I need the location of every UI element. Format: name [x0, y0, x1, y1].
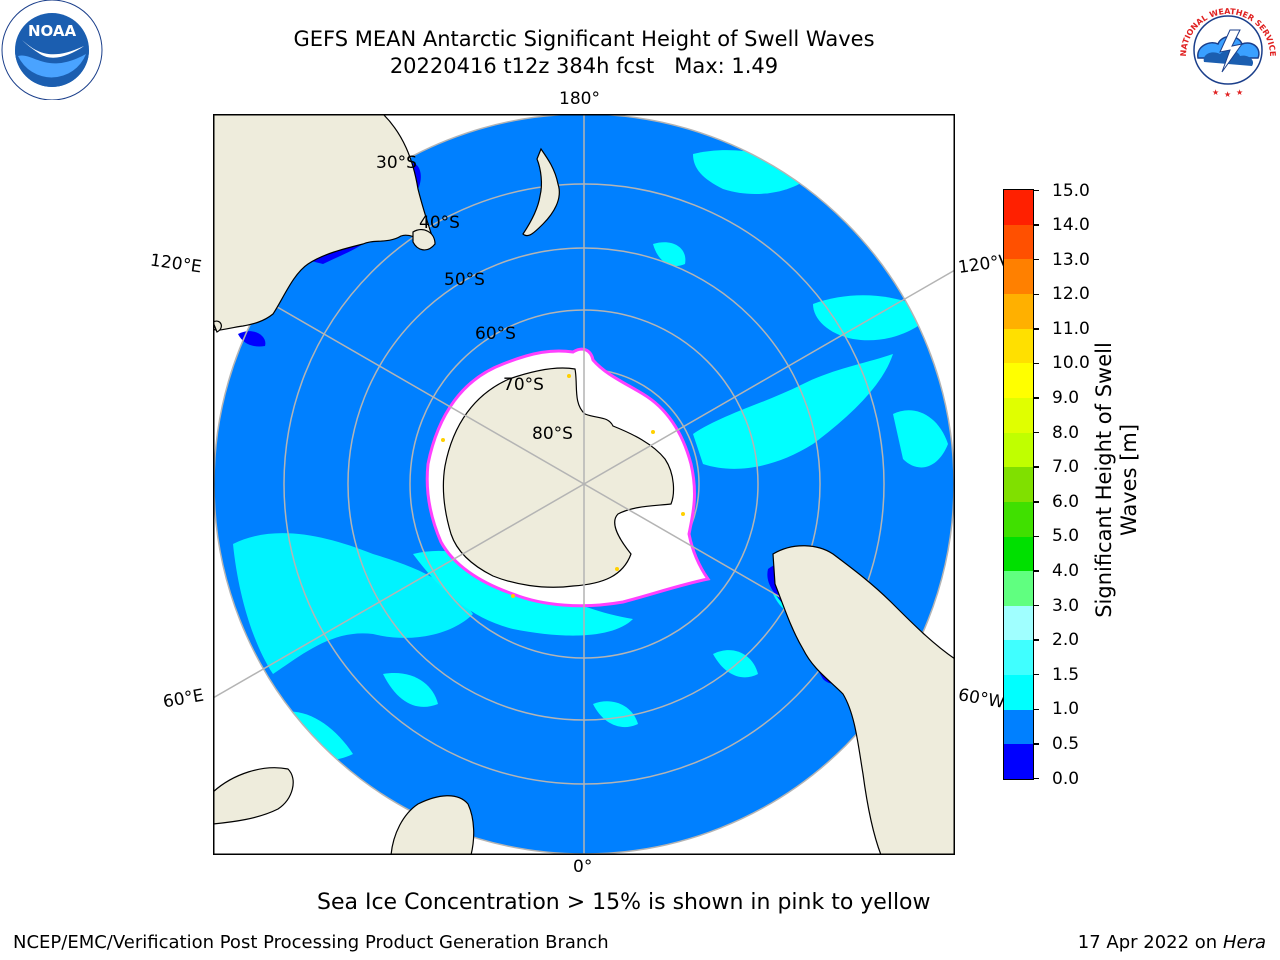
colorbar-tick-mark — [1034, 501, 1039, 503]
svg-text:★: ★ — [1236, 88, 1243, 97]
colorbar-cell — [1004, 294, 1033, 329]
colorbar-cell — [1004, 363, 1033, 398]
colorbar-tick-label: 12.0 — [1052, 284, 1090, 305]
colorbar-tick-label: 9.0 — [1052, 388, 1080, 409]
colorbar-label-line2: Waves [m] — [1117, 423, 1141, 537]
colorbar-tick-mark — [1034, 431, 1039, 434]
machine-name: Hera — [1222, 932, 1266, 953]
colorbar-cell — [1004, 536, 1033, 572]
colorbar-cell — [1004, 432, 1033, 468]
colorbar-tick-mark — [1034, 328, 1039, 330]
nws-logo: NATIONAL WEATHER SERVICE ★ ★ ★ — [1176, 0, 1280, 100]
colorbar-cell — [1004, 640, 1033, 676]
colorbar-cell — [1004, 190, 1033, 225]
colorbar-tick-mark — [1034, 570, 1039, 572]
run-date-text: 17 Apr 2022 on — [1077, 932, 1223, 953]
colorbar-tick-label: 11.0 — [1052, 318, 1090, 339]
colorbar-tick-label: 0.5 — [1052, 733, 1080, 754]
colorbar-tick-label: 1.5 — [1052, 664, 1080, 685]
lon-label-0: 0° — [573, 857, 593, 877]
colorbar-tick-label: 3.0 — [1052, 595, 1080, 616]
colorbar-cell — [1004, 501, 1033, 537]
colorbar-tick-label: 6.0 — [1052, 491, 1080, 512]
lat-label-60s: 60°S — [475, 324, 516, 344]
lon-label-60e: 60°E — [161, 685, 206, 713]
polar-map — [213, 114, 955, 855]
colorbar-tick-mark — [1034, 639, 1039, 641]
colorbar-tick-label: 0.0 — [1052, 768, 1080, 789]
colorbar-cell — [1004, 259, 1033, 295]
lon-label-60w: 60°W — [956, 685, 1007, 713]
colorbar-tick-label: 8.0 — [1052, 422, 1080, 443]
colorbar-cell — [1004, 224, 1033, 260]
lat-label-50s: 50°S — [444, 270, 485, 290]
colorbar-tick-mark — [1034, 604, 1039, 607]
colorbar-cell — [1004, 467, 1033, 502]
svg-text:★: ★ — [1212, 88, 1219, 97]
colorbar-tick-label: 7.0 — [1052, 457, 1080, 478]
colorbar-cell — [1004, 328, 1033, 364]
map-frame — [213, 114, 955, 855]
colorbar-tick-label: 5.0 — [1052, 526, 1080, 547]
colorbar-tick-label: 10.0 — [1052, 353, 1090, 374]
colorbar-tick-label: 13.0 — [1052, 249, 1090, 270]
colorbar-cell — [1004, 397, 1033, 433]
ice-concentration-speckles — [441, 374, 685, 598]
colorbar-tick-mark — [1034, 466, 1039, 468]
colorbar-cell — [1004, 709, 1033, 745]
map-subtitle: 20220416 t12z 384h fcst Max: 1.49 — [389, 54, 779, 78]
colorbar-tick-mark — [1034, 673, 1039, 676]
colorbar-tick-mark — [1034, 224, 1039, 226]
lat-label-80s: 80°S — [532, 424, 573, 444]
colorbar-tick-label: 1.0 — [1052, 699, 1080, 720]
colorbar-tick-label: 15.0 — [1052, 180, 1090, 201]
colorbar-tick-mark — [1034, 743, 1039, 745]
svg-text:★: ★ — [1224, 90, 1231, 99]
lon-label-180: 180° — [559, 89, 600, 109]
run-date: 17 Apr 2022 on Hera — [1078, 932, 1266, 953]
colorbar-cell — [1004, 605, 1033, 641]
continents — [213, 114, 955, 855]
colorbar-tick-mark — [1034, 258, 1039, 261]
colorbar-tick-label: 2.0 — [1052, 630, 1080, 651]
colorbar-tick-mark — [1034, 362, 1039, 365]
colorbar-tick-label: 14.0 — [1052, 215, 1090, 236]
colorbar-cell — [1004, 571, 1033, 606]
lat-label-40s: 40°S — [419, 213, 460, 233]
noaa-wordmark: NOAA — [28, 22, 77, 40]
map-canvas — [213, 114, 955, 855]
lon-label-120e: 120°E — [148, 250, 203, 278]
colorbar-label-line1: Significant Height of Swell — [1092, 342, 1116, 618]
credit-text: NCEP/EMC/Verification Post Processing Pr… — [13, 932, 609, 953]
lat-label-30s: 30°S — [376, 153, 417, 173]
colorbar-tick-mark — [1034, 293, 1039, 295]
colorbar-tick-mark — [1034, 397, 1039, 399]
colorbar-cell — [1004, 675, 1033, 710]
lat-label-70s: 70°S — [503, 375, 544, 395]
noaa-logo: NOAA — [0, 0, 104, 101]
colorbar-tick-mark — [1034, 708, 1039, 711]
map-title: GEFS MEAN Antarctic Significant Height o… — [293, 27, 875, 51]
colorbar-cell — [1004, 744, 1033, 779]
colorbar-ticks: 0.0 0.5 1.0 1.5 2.0 3.0 4.0 5.0 6.0 7.0 8.0 9.0 10.0… — [1034, 181, 1094, 789]
colorbar-tick-mark — [1034, 777, 1039, 780]
colorbar-tick-label: 4.0 — [1052, 560, 1080, 581]
colorbar — [1003, 189, 1034, 780]
colorbar-tick-mark — [1034, 535, 1039, 538]
sea-ice-note-text: Sea Ice Concentration > 15% is shown in … — [317, 890, 931, 915]
colorbar-tick-mark — [1034, 189, 1039, 192]
